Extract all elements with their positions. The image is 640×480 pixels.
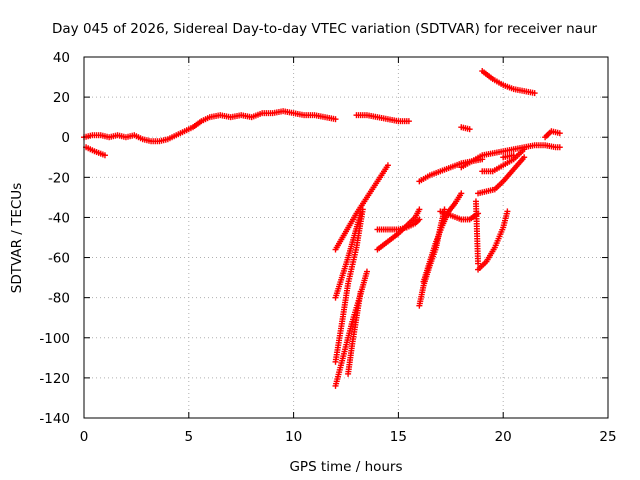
data-series bbox=[500, 152, 517, 161]
data-series bbox=[416, 156, 486, 185]
data-points bbox=[81, 68, 563, 389]
y-tick-label: -20 bbox=[48, 170, 70, 186]
chart-title: Day 045 of 2026, Sidereal Day-to-day VTE… bbox=[52, 21, 598, 37]
data-series bbox=[332, 206, 366, 365]
data-series bbox=[542, 128, 563, 141]
x-tick-label: 15 bbox=[390, 429, 407, 445]
data-series bbox=[420, 190, 465, 285]
data-series bbox=[332, 162, 391, 253]
y-tick-label: -100 bbox=[39, 331, 70, 347]
data-series bbox=[353, 112, 412, 125]
data-series bbox=[332, 210, 364, 301]
y-axis-title: SDTVAR / TECUs bbox=[9, 183, 25, 293]
data-series bbox=[81, 108, 339, 145]
y-tick-label: -140 bbox=[39, 411, 70, 427]
x-tick-label: 25 bbox=[599, 429, 616, 445]
data-series bbox=[472, 198, 482, 267]
data-series bbox=[374, 206, 423, 253]
data-series bbox=[83, 144, 108, 159]
y-tick-label: -40 bbox=[48, 210, 70, 226]
data-series bbox=[479, 68, 538, 97]
data-series bbox=[437, 208, 482, 223]
x-tick-label: 5 bbox=[185, 429, 194, 445]
y-tick-label: -80 bbox=[48, 291, 70, 307]
y-tick-label: -60 bbox=[48, 251, 70, 267]
y-tick-label: -120 bbox=[39, 371, 70, 387]
x-axis-title: GPS time / hours bbox=[289, 459, 402, 475]
data-series bbox=[458, 124, 473, 133]
y-tick-label: 0 bbox=[61, 130, 70, 146]
plot-frame bbox=[83, 56, 609, 419]
data-series bbox=[475, 208, 511, 273]
y-tick-label: 20 bbox=[53, 90, 70, 106]
x-tick-label: 20 bbox=[495, 429, 512, 445]
data-series bbox=[345, 288, 364, 377]
x-tick-label: 10 bbox=[285, 429, 302, 445]
data-series bbox=[458, 142, 563, 171]
x-tick-label: 0 bbox=[80, 429, 89, 445]
axis-ticks: 0 5 10 15 20 25 -140 -120 -100 -80 -60 -40 -20 0 20 40 bbox=[39, 50, 616, 445]
y-tick-label: 40 bbox=[53, 50, 70, 66]
data-series bbox=[475, 154, 528, 197]
plot-grid bbox=[84, 57, 608, 418]
